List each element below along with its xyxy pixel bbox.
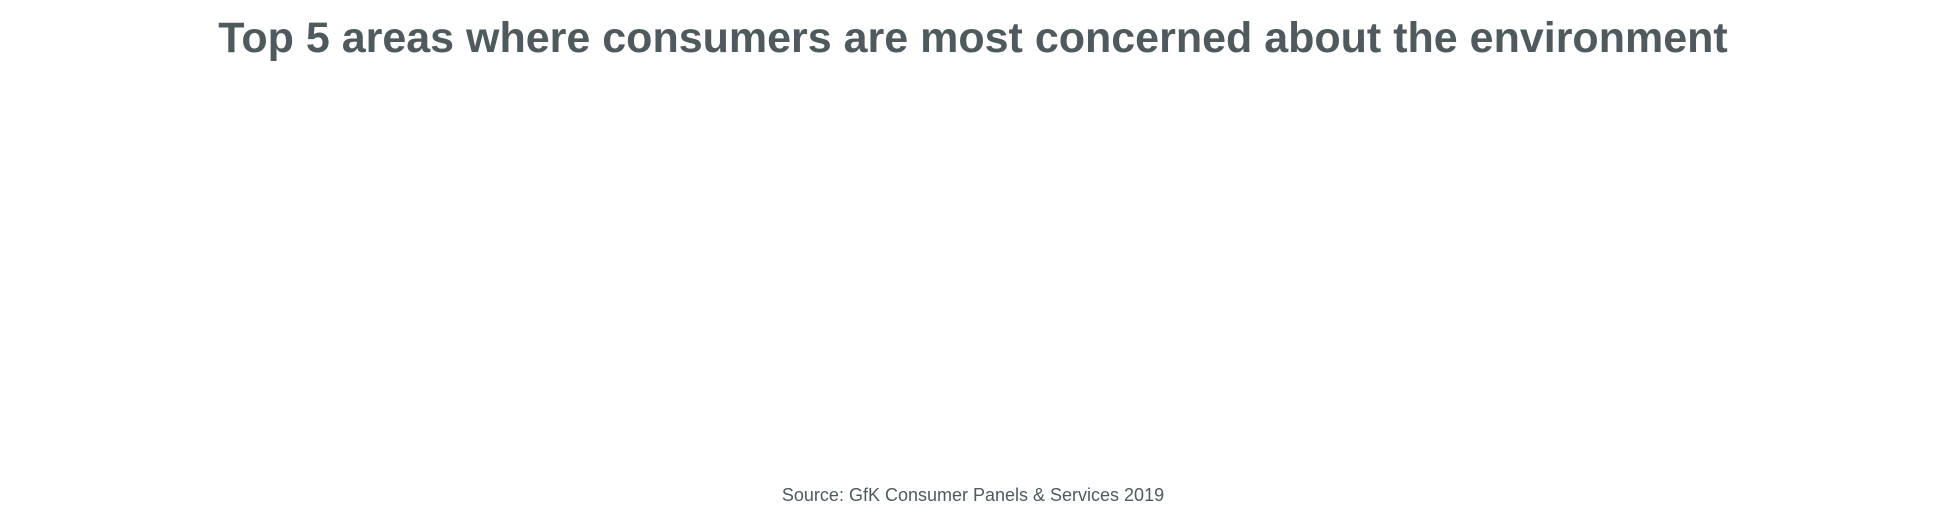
chart-title: Top 5 areas where consumers are most con…: [218, 14, 1728, 62]
plot-area: [40, 80, 1906, 460]
chart-source: Source: GfK Consumer Panels & Services 2…: [781, 485, 1165, 505]
plot-svg: [40, 80, 1906, 460]
